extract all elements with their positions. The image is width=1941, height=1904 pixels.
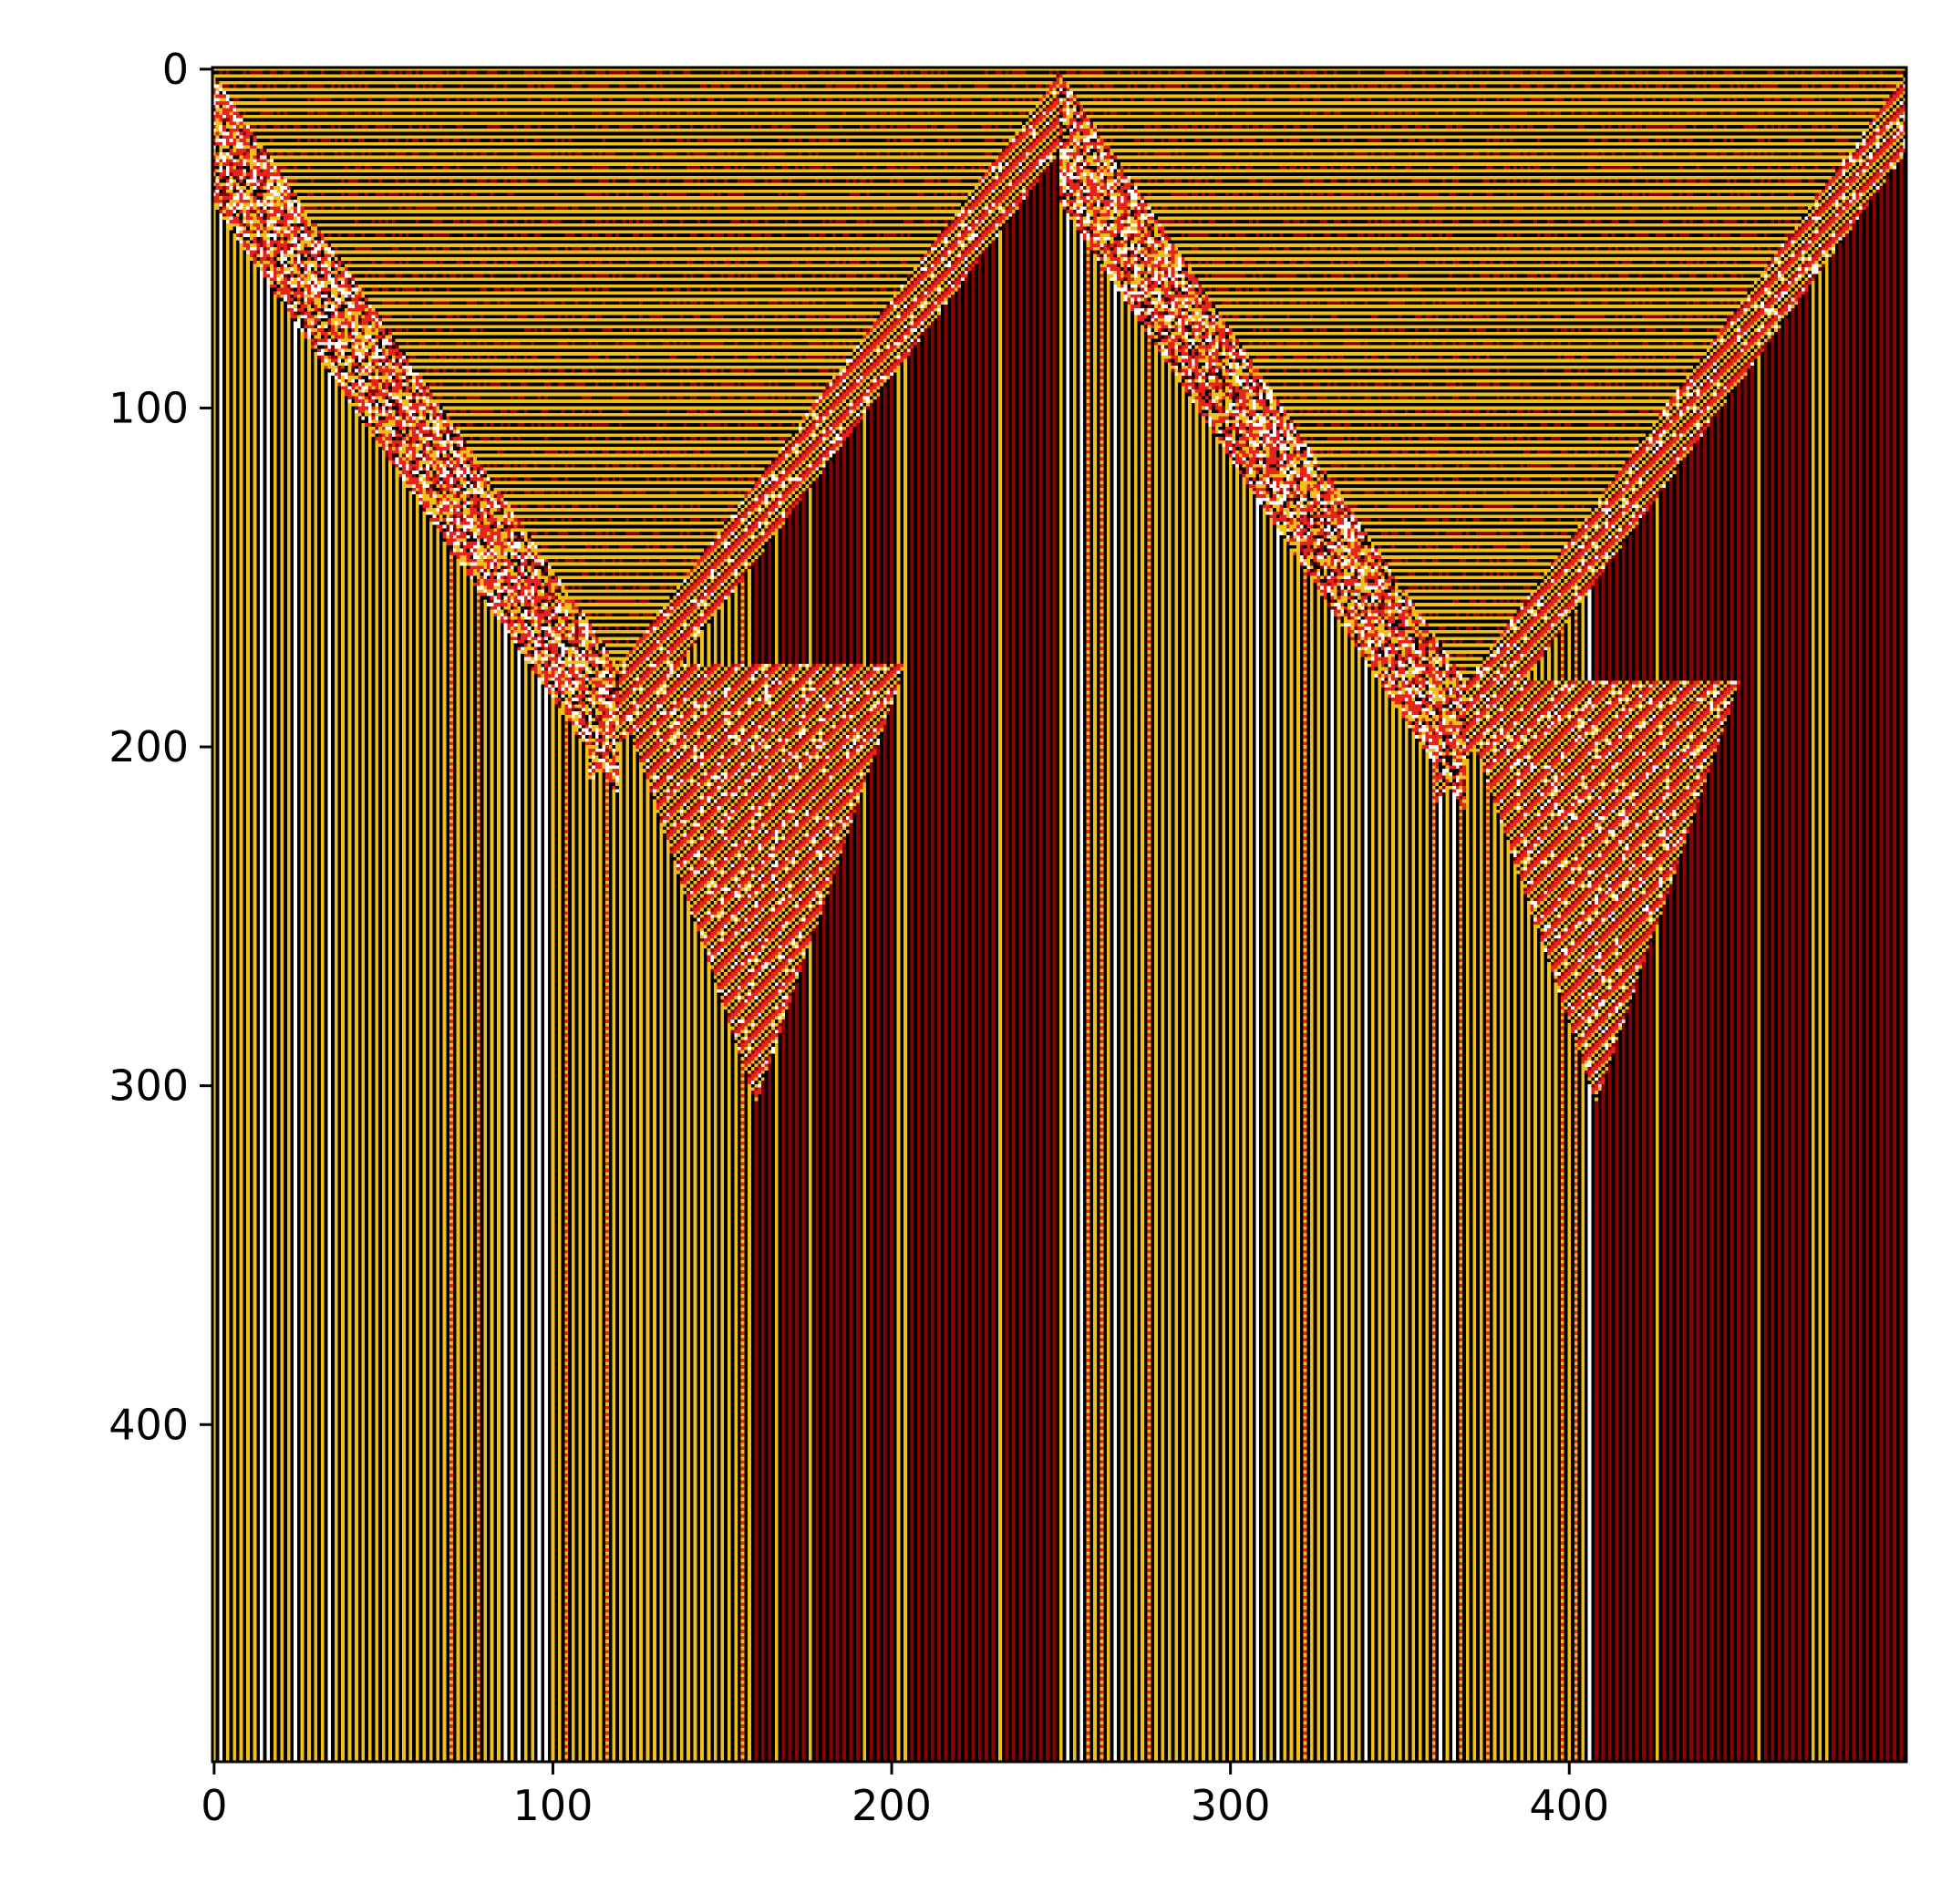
y-tick-label: 100: [108, 383, 189, 432]
x-tick-label: 400: [1529, 1781, 1609, 1830]
x-tick-label: 100: [513, 1781, 594, 1830]
y-tick-label: 200: [108, 722, 189, 771]
x-tick-label: 200: [852, 1781, 932, 1830]
y-axis: 0 100 200 300 400: [108, 45, 212, 1449]
heatmap-cells: [212, 67, 1906, 1762]
y-tick-label: 0: [162, 45, 189, 94]
axes-frame: [211, 66, 1908, 1764]
x-tick-label: 300: [1191, 1781, 1271, 1830]
plot-area: [212, 67, 1906, 1762]
x-axis: 0 100 200 300 400: [201, 1762, 1609, 1830]
y-tick-label: 300: [108, 1061, 189, 1111]
y-tick-label: 400: [108, 1400, 189, 1449]
x-tick-label: 0: [201, 1781, 227, 1830]
